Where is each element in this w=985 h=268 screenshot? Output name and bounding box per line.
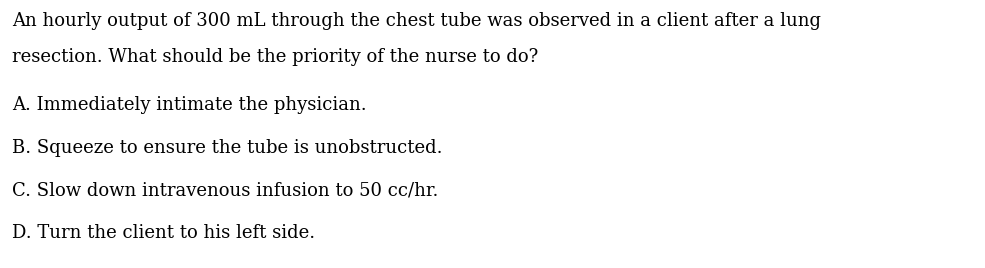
Text: D. Turn the client to his left side.: D. Turn the client to his left side. xyxy=(12,224,315,241)
Text: C. Slow down intravenous infusion to 50 cc/hr.: C. Slow down intravenous infusion to 50 … xyxy=(12,181,438,199)
Text: An hourly output of 300 mL through the chest tube was observed in a client after: An hourly output of 300 mL through the c… xyxy=(12,12,821,30)
Text: B. Squeeze to ensure the tube is unobstructed.: B. Squeeze to ensure the tube is unobstr… xyxy=(12,139,442,157)
Text: A. Immediately intimate the physician.: A. Immediately intimate the physician. xyxy=(12,96,366,114)
Text: resection. What should be the priority of the nurse to do?: resection. What should be the priority o… xyxy=(12,48,538,66)
